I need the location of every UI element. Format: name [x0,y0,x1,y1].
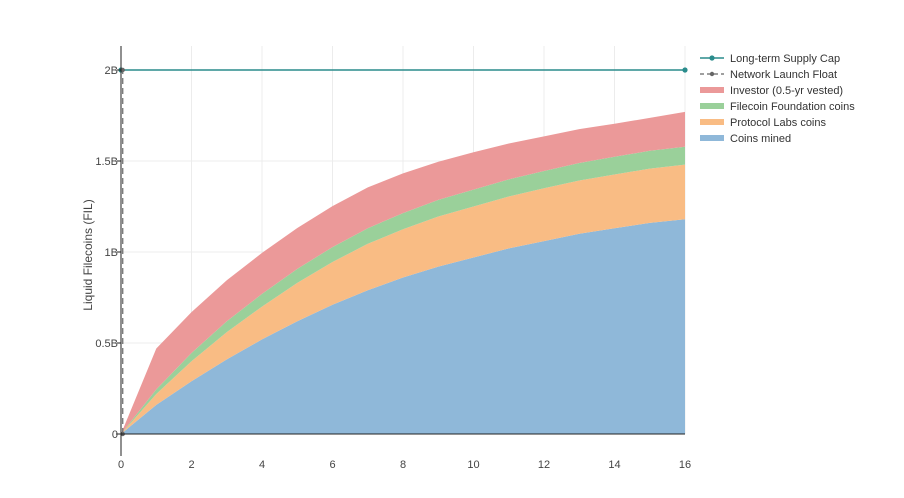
y-axis-label: Liquid Filecoins (FIL) [81,199,95,310]
legend-swatch [700,119,724,125]
legend-item-protocol-labs-coins[interactable]: Protocol Labs coins [700,117,826,129]
y-tick-label: 2B [105,65,118,77]
legend-label: Long-term Supply Cap [730,53,840,65]
legend-item-coins-mined[interactable]: Coins mined [700,133,791,145]
x-tick-label: 6 [329,459,335,471]
x-tick-label: 0 [118,459,124,471]
legend-marker [709,55,715,61]
x-tick-label: 10 [467,459,479,471]
y-tick-label: 0 [112,429,118,441]
legend-label: Network Launch Float [730,69,837,81]
stacked-areas [121,111,685,435]
area-coins-mined [121,219,685,434]
legend-item-filecoin-foundation-coins[interactable]: Filecoin Foundation coins [700,101,855,113]
y-axis-ticks: 0 0.5B 1B 1.5B 2B [95,65,121,441]
legend-label: Coins mined [730,133,791,145]
x-tick-label: 14 [608,459,620,471]
legend-swatch [700,87,724,93]
legend-marker [709,71,715,77]
x-tick-label: 4 [259,459,265,471]
legend[interactable]: Long-term Supply Cap Network Launch Float… [700,53,855,145]
reference-lines [118,67,688,437]
legend-item-investor-0-5-yr-vested[interactable]: Investor (0.5-yr vested) [700,85,843,97]
legend-swatch [700,103,724,109]
x-tick-label: 16 [679,459,691,471]
area-investor-0-5-yr-vested [121,111,685,435]
line-marker [682,67,688,73]
legend-label: Protocol Labs coins [730,117,826,129]
y-tick-label: 1.5B [95,156,118,168]
legend-label: Filecoin Foundation coins [730,101,855,113]
x-tick-label: 12 [538,459,550,471]
legend-label: Investor (0.5-yr vested) [730,85,843,97]
line-marker [120,67,125,73]
axes [116,46,685,456]
y-tick-label: 0.5B [95,338,118,350]
area-protocol-labs-coins [121,164,685,434]
x-tick-label: 8 [400,459,406,471]
x-tick-label: 2 [188,459,194,471]
legend-item-network-launch-float[interactable]: Network Launch Float [700,69,837,81]
legend-item-long-term-supply-cap[interactable]: Long-term Supply Cap [700,53,840,65]
legend-swatch [700,135,724,141]
y-tick-label: 1B [105,247,118,259]
x-axis-ticks: 0 2 4 6 8 10 12 14 16 [118,459,691,471]
